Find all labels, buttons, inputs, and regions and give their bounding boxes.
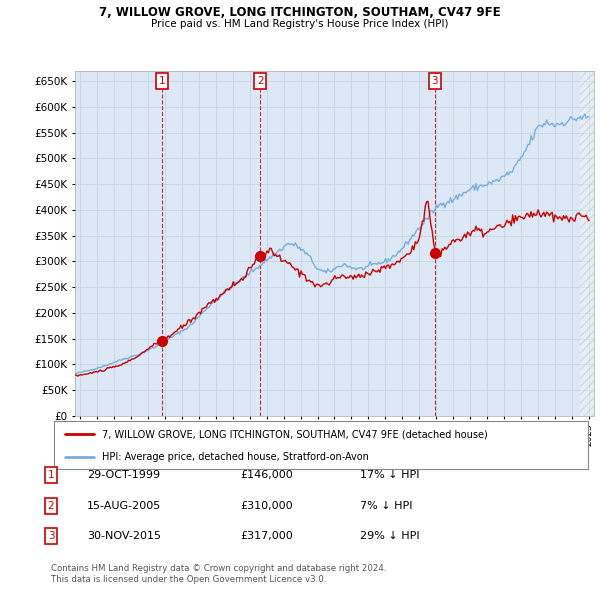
Text: £317,000: £317,000 <box>240 532 293 541</box>
Text: 30-NOV-2015: 30-NOV-2015 <box>87 532 161 541</box>
Text: 29% ↓ HPI: 29% ↓ HPI <box>360 532 419 541</box>
Text: Contains HM Land Registry data © Crown copyright and database right 2024.: Contains HM Land Registry data © Crown c… <box>51 565 386 573</box>
Text: 7, WILLOW GROVE, LONG ITCHINGTON, SOUTHAM, CV47 9FE (detached house): 7, WILLOW GROVE, LONG ITCHINGTON, SOUTHA… <box>102 429 488 439</box>
Text: 3: 3 <box>47 532 55 541</box>
Text: 29-OCT-1999: 29-OCT-1999 <box>87 470 160 480</box>
Text: 1: 1 <box>158 76 166 86</box>
Text: This data is licensed under the Open Government Licence v3.0.: This data is licensed under the Open Gov… <box>51 575 326 584</box>
Bar <box>580 71 598 416</box>
Text: 17% ↓ HPI: 17% ↓ HPI <box>360 470 419 480</box>
Text: Price paid vs. HM Land Registry's House Price Index (HPI): Price paid vs. HM Land Registry's House … <box>151 19 449 29</box>
Text: 3: 3 <box>431 76 438 86</box>
Text: 7% ↓ HPI: 7% ↓ HPI <box>360 501 413 510</box>
Text: £310,000: £310,000 <box>240 501 293 510</box>
Text: 2: 2 <box>47 501 55 510</box>
Text: £146,000: £146,000 <box>240 470 293 480</box>
Text: 1: 1 <box>47 470 55 480</box>
Text: 2: 2 <box>257 76 263 86</box>
Text: 7, WILLOW GROVE, LONG ITCHINGTON, SOUTHAM, CV47 9FE: 7, WILLOW GROVE, LONG ITCHINGTON, SOUTHA… <box>99 6 501 19</box>
Text: 15-AUG-2005: 15-AUG-2005 <box>87 501 161 510</box>
Text: HPI: Average price, detached house, Stratford-on-Avon: HPI: Average price, detached house, Stra… <box>102 452 369 462</box>
